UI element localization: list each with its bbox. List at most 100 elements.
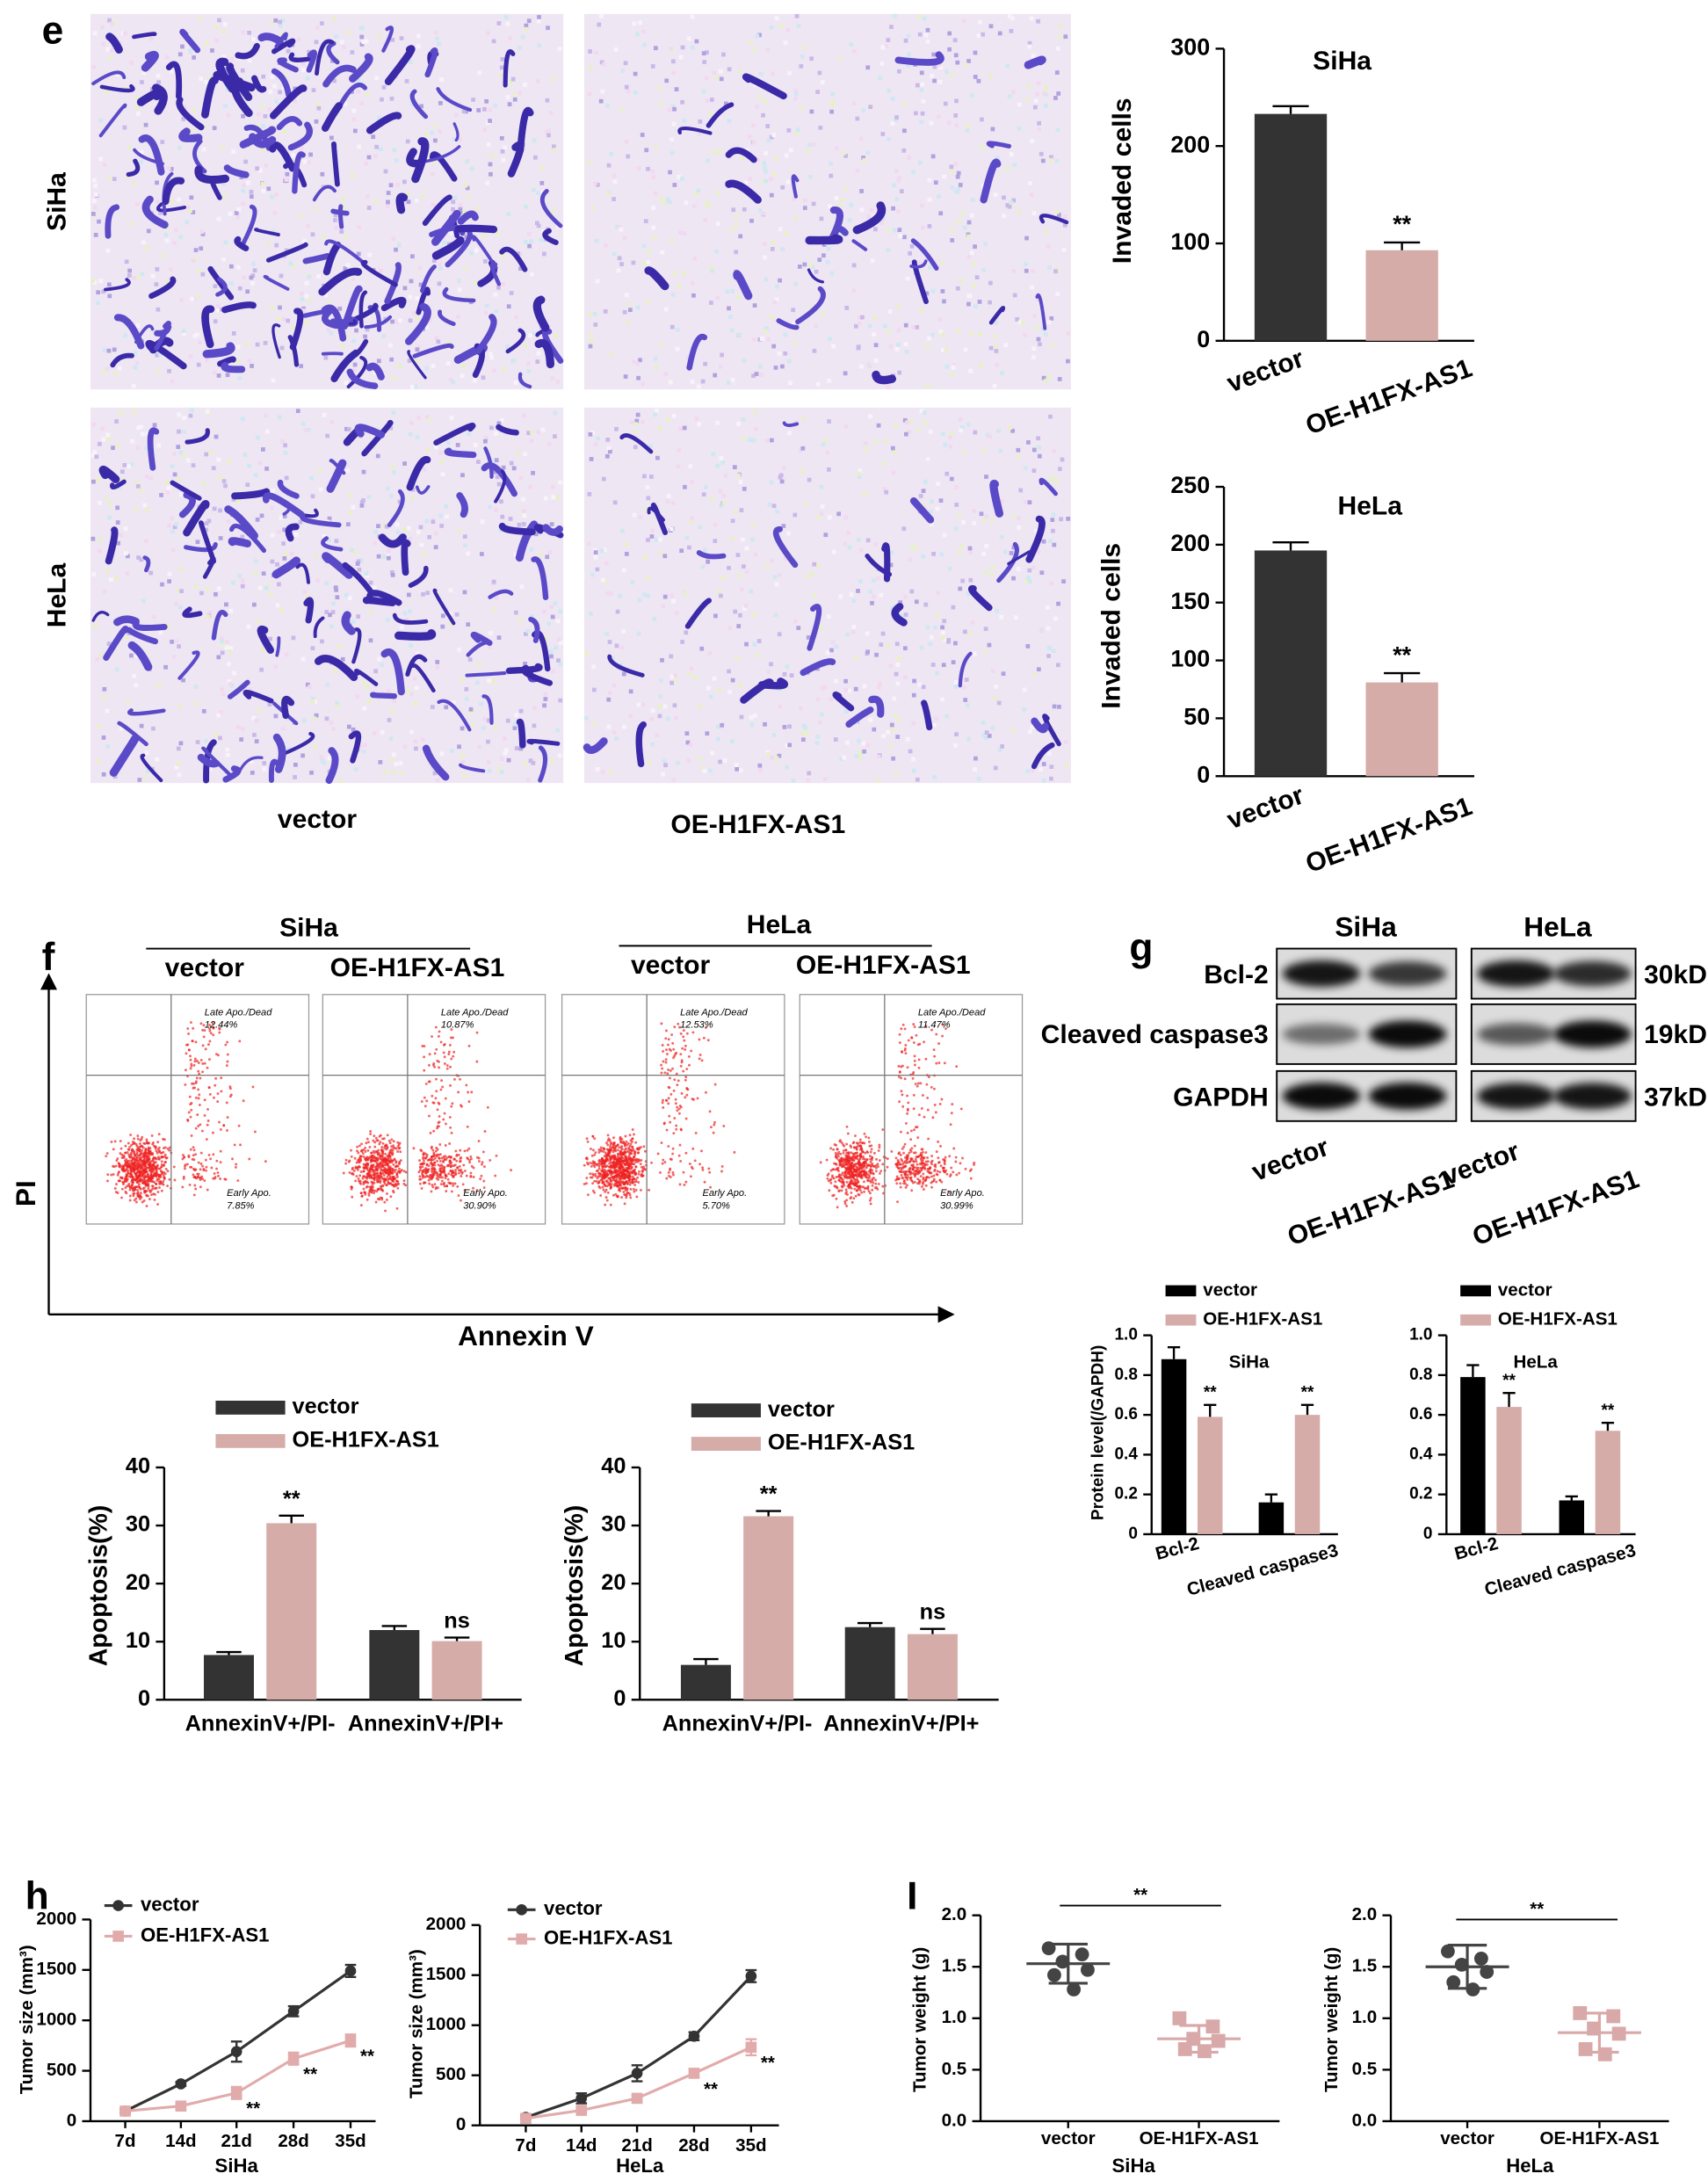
speckle — [366, 700, 371, 705]
speckle — [100, 427, 105, 431]
speckle — [546, 622, 551, 627]
event — [163, 1171, 165, 1174]
event — [393, 1185, 395, 1188]
speckle — [227, 519, 231, 524]
speckle — [775, 16, 779, 20]
speckle — [407, 593, 411, 598]
speckle — [738, 480, 742, 484]
event — [435, 1078, 438, 1081]
speckle — [1010, 551, 1014, 555]
speckle — [460, 373, 465, 378]
event — [131, 1166, 134, 1169]
speckle — [782, 466, 786, 470]
event — [198, 1162, 200, 1164]
speckle — [714, 250, 719, 254]
event — [402, 1183, 405, 1185]
speckle — [317, 106, 322, 111]
speckle — [672, 122, 677, 127]
speckle — [963, 226, 967, 230]
speckle — [493, 104, 497, 108]
speckle — [1012, 163, 1017, 167]
speckle — [382, 85, 387, 90]
speckle — [416, 347, 420, 351]
speckle — [558, 753, 562, 757]
speckle — [830, 103, 835, 107]
speckle — [752, 337, 756, 342]
speckle — [506, 95, 510, 99]
speckle — [829, 272, 834, 276]
event — [393, 1140, 395, 1142]
speckle — [713, 539, 717, 543]
speckle — [320, 172, 324, 177]
event — [120, 1148, 123, 1150]
cell — [399, 634, 432, 637]
speckle — [273, 18, 278, 23]
speckle — [778, 632, 782, 636]
speckle — [931, 53, 936, 57]
cell — [988, 143, 1009, 147]
event — [158, 1147, 161, 1149]
speckle — [156, 308, 161, 312]
event — [161, 1160, 163, 1163]
event — [195, 1097, 198, 1099]
speckle — [931, 289, 936, 293]
speckle — [325, 683, 329, 687]
speckle — [416, 44, 421, 48]
speckle — [911, 757, 916, 762]
event — [421, 1100, 423, 1103]
event — [357, 1152, 359, 1155]
speckle — [1053, 269, 1058, 273]
event — [429, 1053, 431, 1055]
speckle — [988, 74, 993, 78]
speckle — [650, 717, 655, 721]
speckle — [277, 530, 281, 534]
speckle — [236, 499, 241, 504]
speckle — [488, 108, 492, 112]
speckle — [393, 148, 397, 152]
speckle — [612, 683, 617, 687]
event — [476, 1032, 479, 1034]
event — [433, 1102, 436, 1105]
speckle — [862, 158, 866, 163]
event — [139, 1142, 141, 1145]
event — [445, 1144, 447, 1147]
event — [137, 1162, 140, 1164]
speckle — [972, 509, 976, 513]
speckle — [530, 438, 534, 443]
event — [204, 1062, 206, 1065]
event — [438, 1176, 440, 1178]
speckle — [669, 137, 674, 141]
speckle — [261, 648, 265, 652]
event — [431, 1146, 433, 1148]
speckle — [1053, 96, 1058, 100]
speckle — [702, 60, 706, 64]
event — [343, 1172, 345, 1175]
speckle — [486, 31, 490, 35]
speckle — [238, 376, 242, 380]
speckle — [807, 478, 812, 482]
event — [382, 1142, 385, 1145]
speckle — [466, 622, 470, 627]
speckle — [229, 57, 234, 62]
speckle — [993, 334, 997, 338]
speckle — [687, 672, 691, 677]
speckle — [896, 305, 901, 309]
speckle — [199, 76, 203, 81]
speckle — [120, 469, 125, 474]
speckle — [995, 363, 999, 367]
speckle — [197, 363, 201, 367]
speckle — [245, 482, 250, 487]
event — [141, 1145, 143, 1148]
event — [122, 1183, 125, 1185]
speckle — [1059, 25, 1063, 29]
speckle — [409, 643, 413, 648]
event — [422, 1157, 424, 1160]
speckle — [306, 76, 310, 81]
speckle — [389, 358, 394, 362]
speckle — [522, 509, 526, 513]
event — [452, 1176, 455, 1178]
event — [390, 1145, 393, 1148]
quadrant-value: 12.44% — [205, 1020, 238, 1031]
speckle — [193, 584, 198, 589]
event — [379, 1141, 381, 1143]
